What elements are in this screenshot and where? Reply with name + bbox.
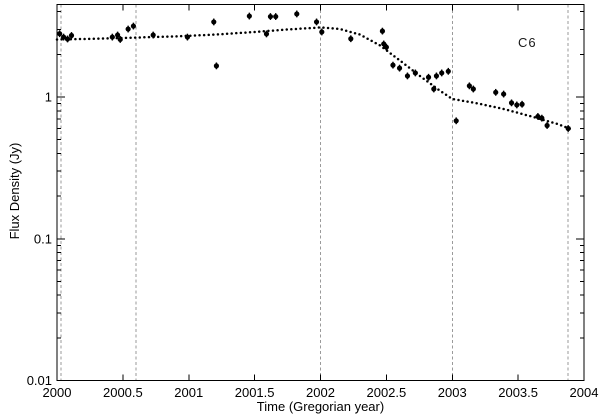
x-axis-title: Time (Gregorian year)	[256, 399, 385, 414]
x-tick-label: 2001	[174, 385, 203, 400]
y-tick-label: 0.1	[34, 231, 52, 246]
x-tick-label: 2002.5	[366, 385, 406, 400]
x-tick-label: 2000	[43, 385, 72, 400]
x-tick-label: 2003	[438, 385, 467, 400]
y-tick-label: 0.01	[27, 373, 52, 388]
component-label: C6	[518, 35, 537, 50]
x-tick-label: 2001.5	[235, 385, 275, 400]
y-tick-label: 1	[45, 90, 52, 105]
x-tick-label: 2002	[306, 385, 335, 400]
x-tick-label: 2004	[570, 385, 599, 400]
y-axis-title: Flux Density (Jy)	[7, 142, 22, 240]
x-tick-label: 2003.5	[498, 385, 538, 400]
x-tick-label: 2000.5	[103, 385, 143, 400]
